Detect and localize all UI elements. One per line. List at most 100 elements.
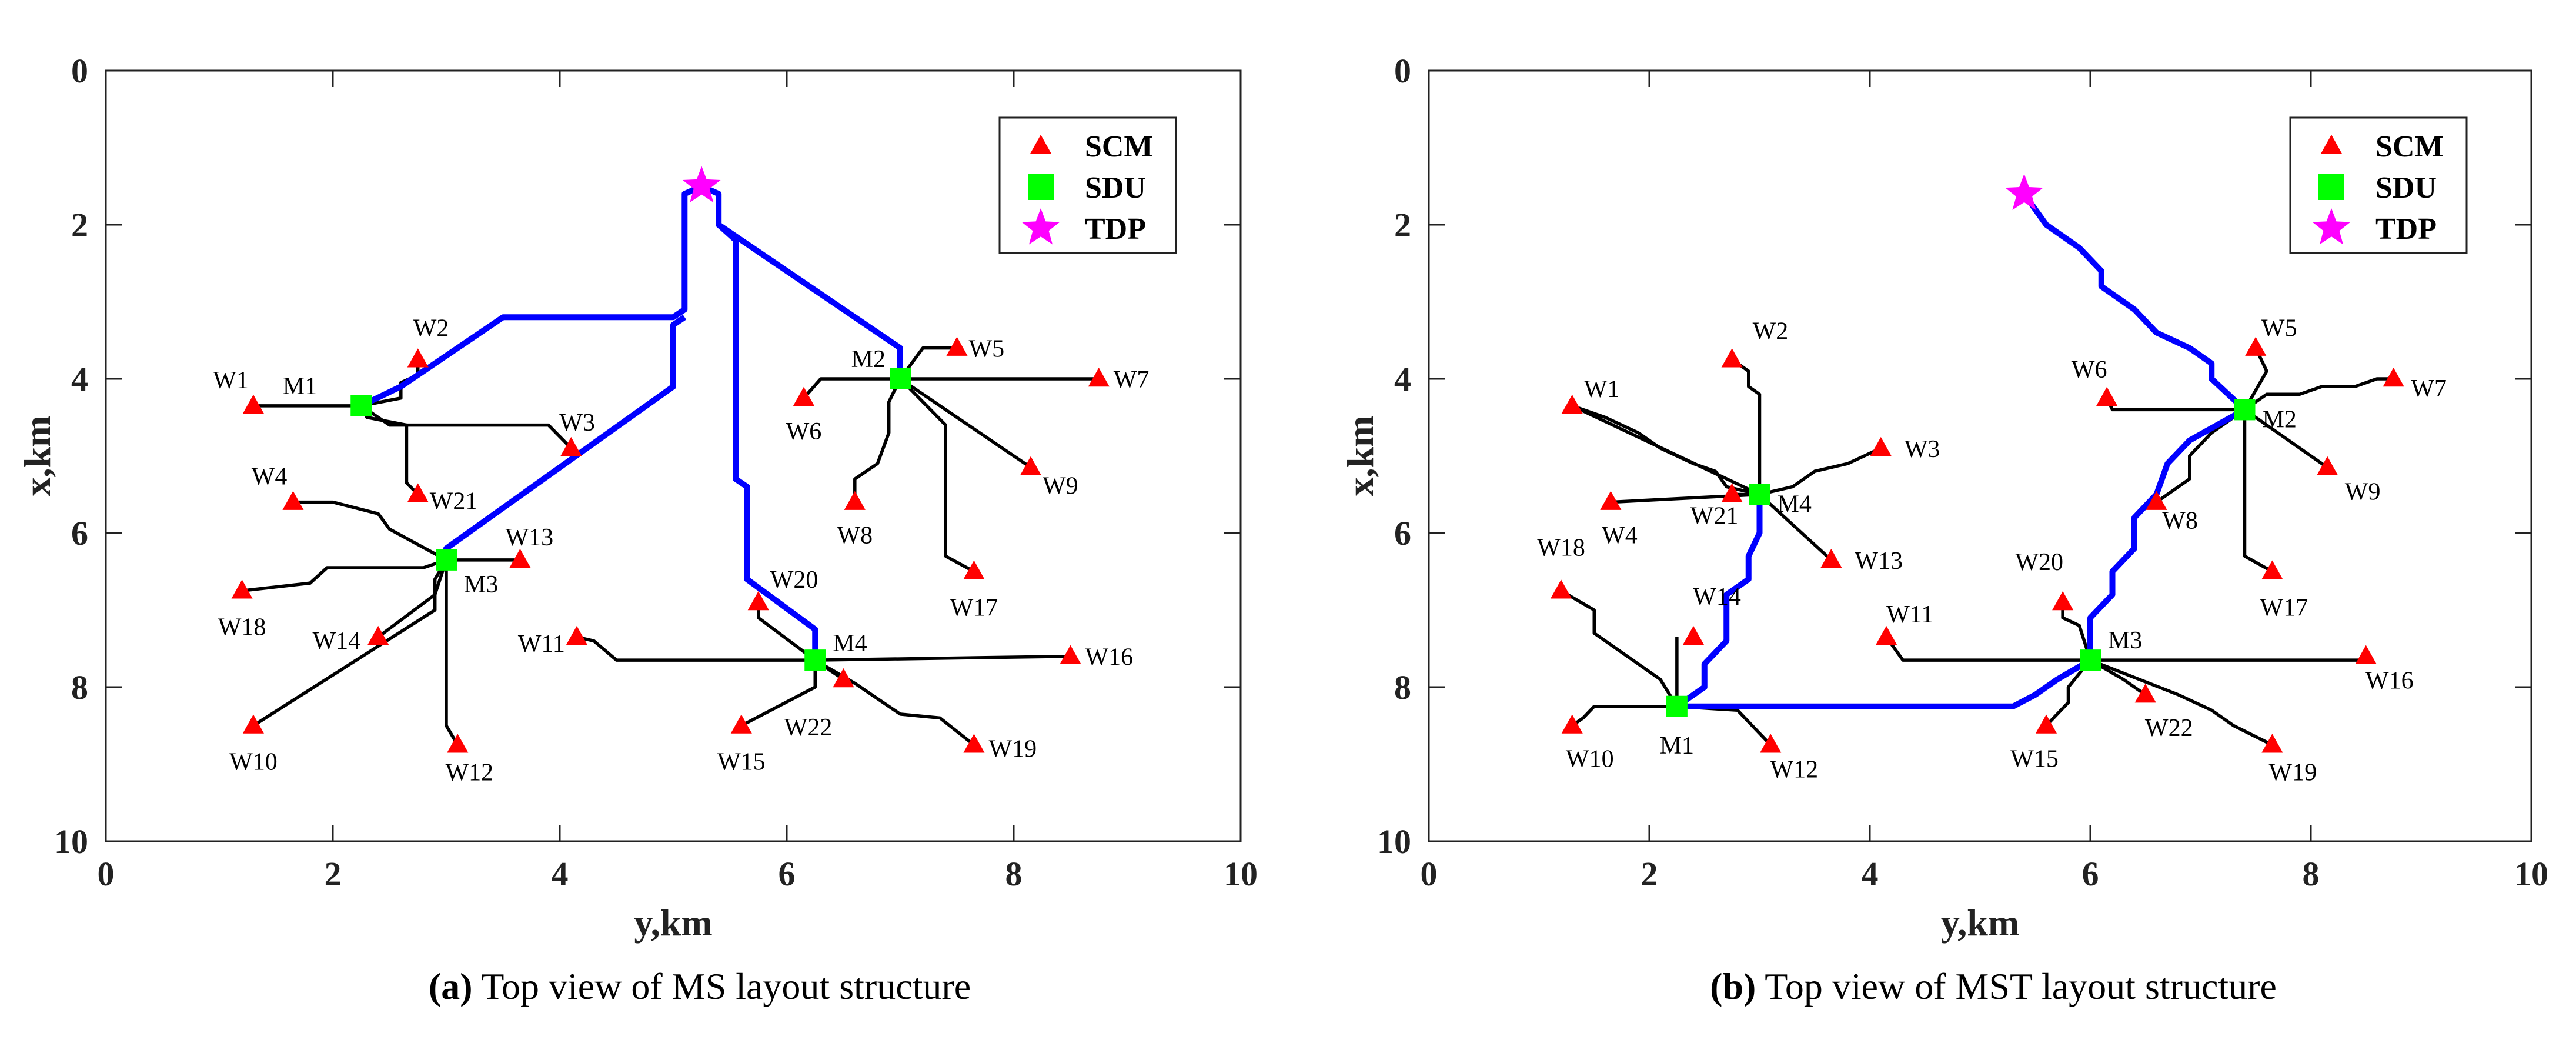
b-trunk-route: [2087, 407, 2246, 661]
b-scm-label-w1: W1: [1584, 376, 1620, 403]
a-branch-route: [293, 500, 447, 562]
b-scm-marker-w5: [2245, 336, 2267, 356]
b-scm-marker-w11: [1876, 625, 1897, 645]
b-sdu-label-m1: M1: [1660, 732, 1694, 759]
a-scm-marker-w8: [844, 491, 866, 510]
a-scm-marker-w4: [282, 491, 304, 510]
a-scm-label-w8: W8: [837, 522, 873, 549]
a-legend-scm-label: SCM: [1085, 130, 1153, 164]
caption-b: (b) Top view of MST layout structure: [1405, 965, 2576, 1008]
a-branch-route: [802, 377, 900, 399]
b-scm-marker-w10: [1561, 714, 1583, 734]
a-scm-marker-w15: [730, 714, 752, 734]
a-scm-label-w18: W18: [218, 614, 266, 641]
a-x-tick-label: 8: [1005, 855, 1023, 893]
a-trunk-route: [716, 222, 818, 661]
a-y-tick-label: 2: [71, 206, 88, 244]
b-scm-label-w20: W20: [2015, 549, 2063, 576]
b-x-tick-label: 2: [1641, 855, 1658, 893]
a-x-tick-label: 6: [779, 855, 796, 893]
a-sdu-label-m1: M1: [283, 373, 317, 400]
b-scm-marker-w20: [2052, 591, 2074, 611]
b-y-tick-label: 6: [1394, 514, 1411, 552]
a-x-tick-label: 10: [1224, 855, 1258, 893]
b-branch-route: [2243, 409, 2273, 573]
a-scm-label-w22: W22: [784, 714, 833, 741]
a-sdu-label-m3: M3: [464, 571, 498, 598]
a-scm-label-w17: W17: [950, 595, 998, 622]
b-scm-marker-w8: [2146, 491, 2167, 510]
b-scm-label-w18: W18: [1537, 534, 1585, 561]
b-scm-marker-w14: [1682, 625, 1705, 645]
a-scm-marker-w21: [407, 483, 429, 502]
b-scm-label-w2: W2: [1753, 318, 1789, 345]
caption-a: (a) Top view of MS layout structure: [112, 965, 1288, 1008]
b-sdu-marker-m3: [2080, 649, 2101, 671]
b-legend-tdp-label: TDP: [2375, 212, 2437, 246]
b-sdu-marker-m2: [2234, 399, 2256, 421]
b-tdp-marker: [2005, 174, 2043, 211]
b-legend-scm-label: SCM: [2375, 130, 2444, 164]
b-sdu-label-m3: M3: [2108, 627, 2142, 654]
b-legend-scm-icon: [2320, 135, 2343, 154]
a-scm-marker-w19: [963, 734, 985, 753]
b-scm-marker-w22: [2134, 684, 2156, 703]
b-scm-label-w21: W21: [1690, 503, 1739, 530]
a-scm-label-w19: W19: [988, 735, 1037, 762]
b-branch-route: [1571, 705, 1677, 727]
b-legend-sdu-icon: [2318, 174, 2344, 200]
b-y-tick-label: 10: [1377, 822, 1411, 861]
a-sdu-label-m2: M2: [851, 346, 886, 373]
a-scm-label-w4: W4: [252, 464, 288, 491]
a-trunk-route: [360, 183, 703, 409]
a-scm-marker-w13: [509, 548, 531, 568]
b-sdu-marker-m1: [1666, 695, 1688, 717]
a-scm-marker-w2: [407, 348, 429, 368]
a-scm-marker-w6: [793, 386, 814, 406]
a-legend-sdu-icon: [1028, 174, 1054, 200]
b-branch-route: [2045, 659, 2092, 727]
b-scm-marker-w7: [2383, 368, 2404, 387]
a-scm-label-w20: W20: [770, 567, 818, 594]
a-scm-marker-w3: [560, 436, 582, 456]
b-scm-label-w5: W5: [2261, 315, 2297, 342]
a-scm-label-w14: W14: [313, 628, 361, 655]
a-scm-marker-w14: [367, 625, 389, 645]
b-scm-label-w11: W11: [1886, 601, 1933, 628]
a-sdu-marker-m2: [890, 368, 911, 389]
b-scm-marker-w9: [2317, 456, 2338, 475]
b-trunk-route: [2022, 192, 2247, 412]
b-branch-route: [1759, 446, 1882, 496]
b-scm-marker-w1: [1561, 394, 1583, 414]
caption-b-label: (b): [1710, 965, 1756, 1007]
a-sdu-marker-m1: [350, 395, 372, 416]
b-trunk-route: [1676, 657, 2092, 709]
b-branch-route: [2089, 658, 2273, 747]
a-scm-label-w6: W6: [786, 418, 822, 445]
b-y-tick-label: 0: [1394, 52, 1411, 90]
a-branch-route: [815, 654, 1071, 662]
a-scm-marker-w11: [566, 625, 587, 645]
a-branch-route: [576, 635, 816, 662]
b-scm-marker-w13: [1820, 548, 1842, 568]
a-scm-label-w15: W15: [717, 749, 766, 776]
b-scm-marker-w6: [2096, 386, 2118, 406]
b-x-tick-label: 10: [2514, 855, 2548, 893]
b-scm-label-w19: W19: [2269, 759, 2317, 786]
b-sdu-label-m2: M2: [2263, 406, 2297, 433]
b-x-tick-label: 4: [1862, 855, 1879, 893]
a-legend-scm-icon: [1030, 135, 1052, 154]
a-y-axis-label: x,km: [16, 416, 58, 496]
a-legend-tdp-label: TDP: [1085, 212, 1146, 246]
b-legend-tdp-icon: [2312, 208, 2351, 245]
b-scm-marker-w4: [1600, 491, 1622, 510]
a-scm-label-w13: W13: [505, 524, 553, 551]
b-sdu-label-m4: M4: [1778, 491, 1812, 518]
b-branch-route: [1571, 404, 1760, 496]
a-legend-tdp-icon: [1021, 208, 1060, 245]
caption-a-label: (a): [428, 965, 473, 1007]
b-scm-label-w10: W10: [1566, 746, 1614, 773]
a-y-tick-label: 8: [71, 668, 88, 707]
a-scm-marker-w7: [1088, 368, 1110, 387]
